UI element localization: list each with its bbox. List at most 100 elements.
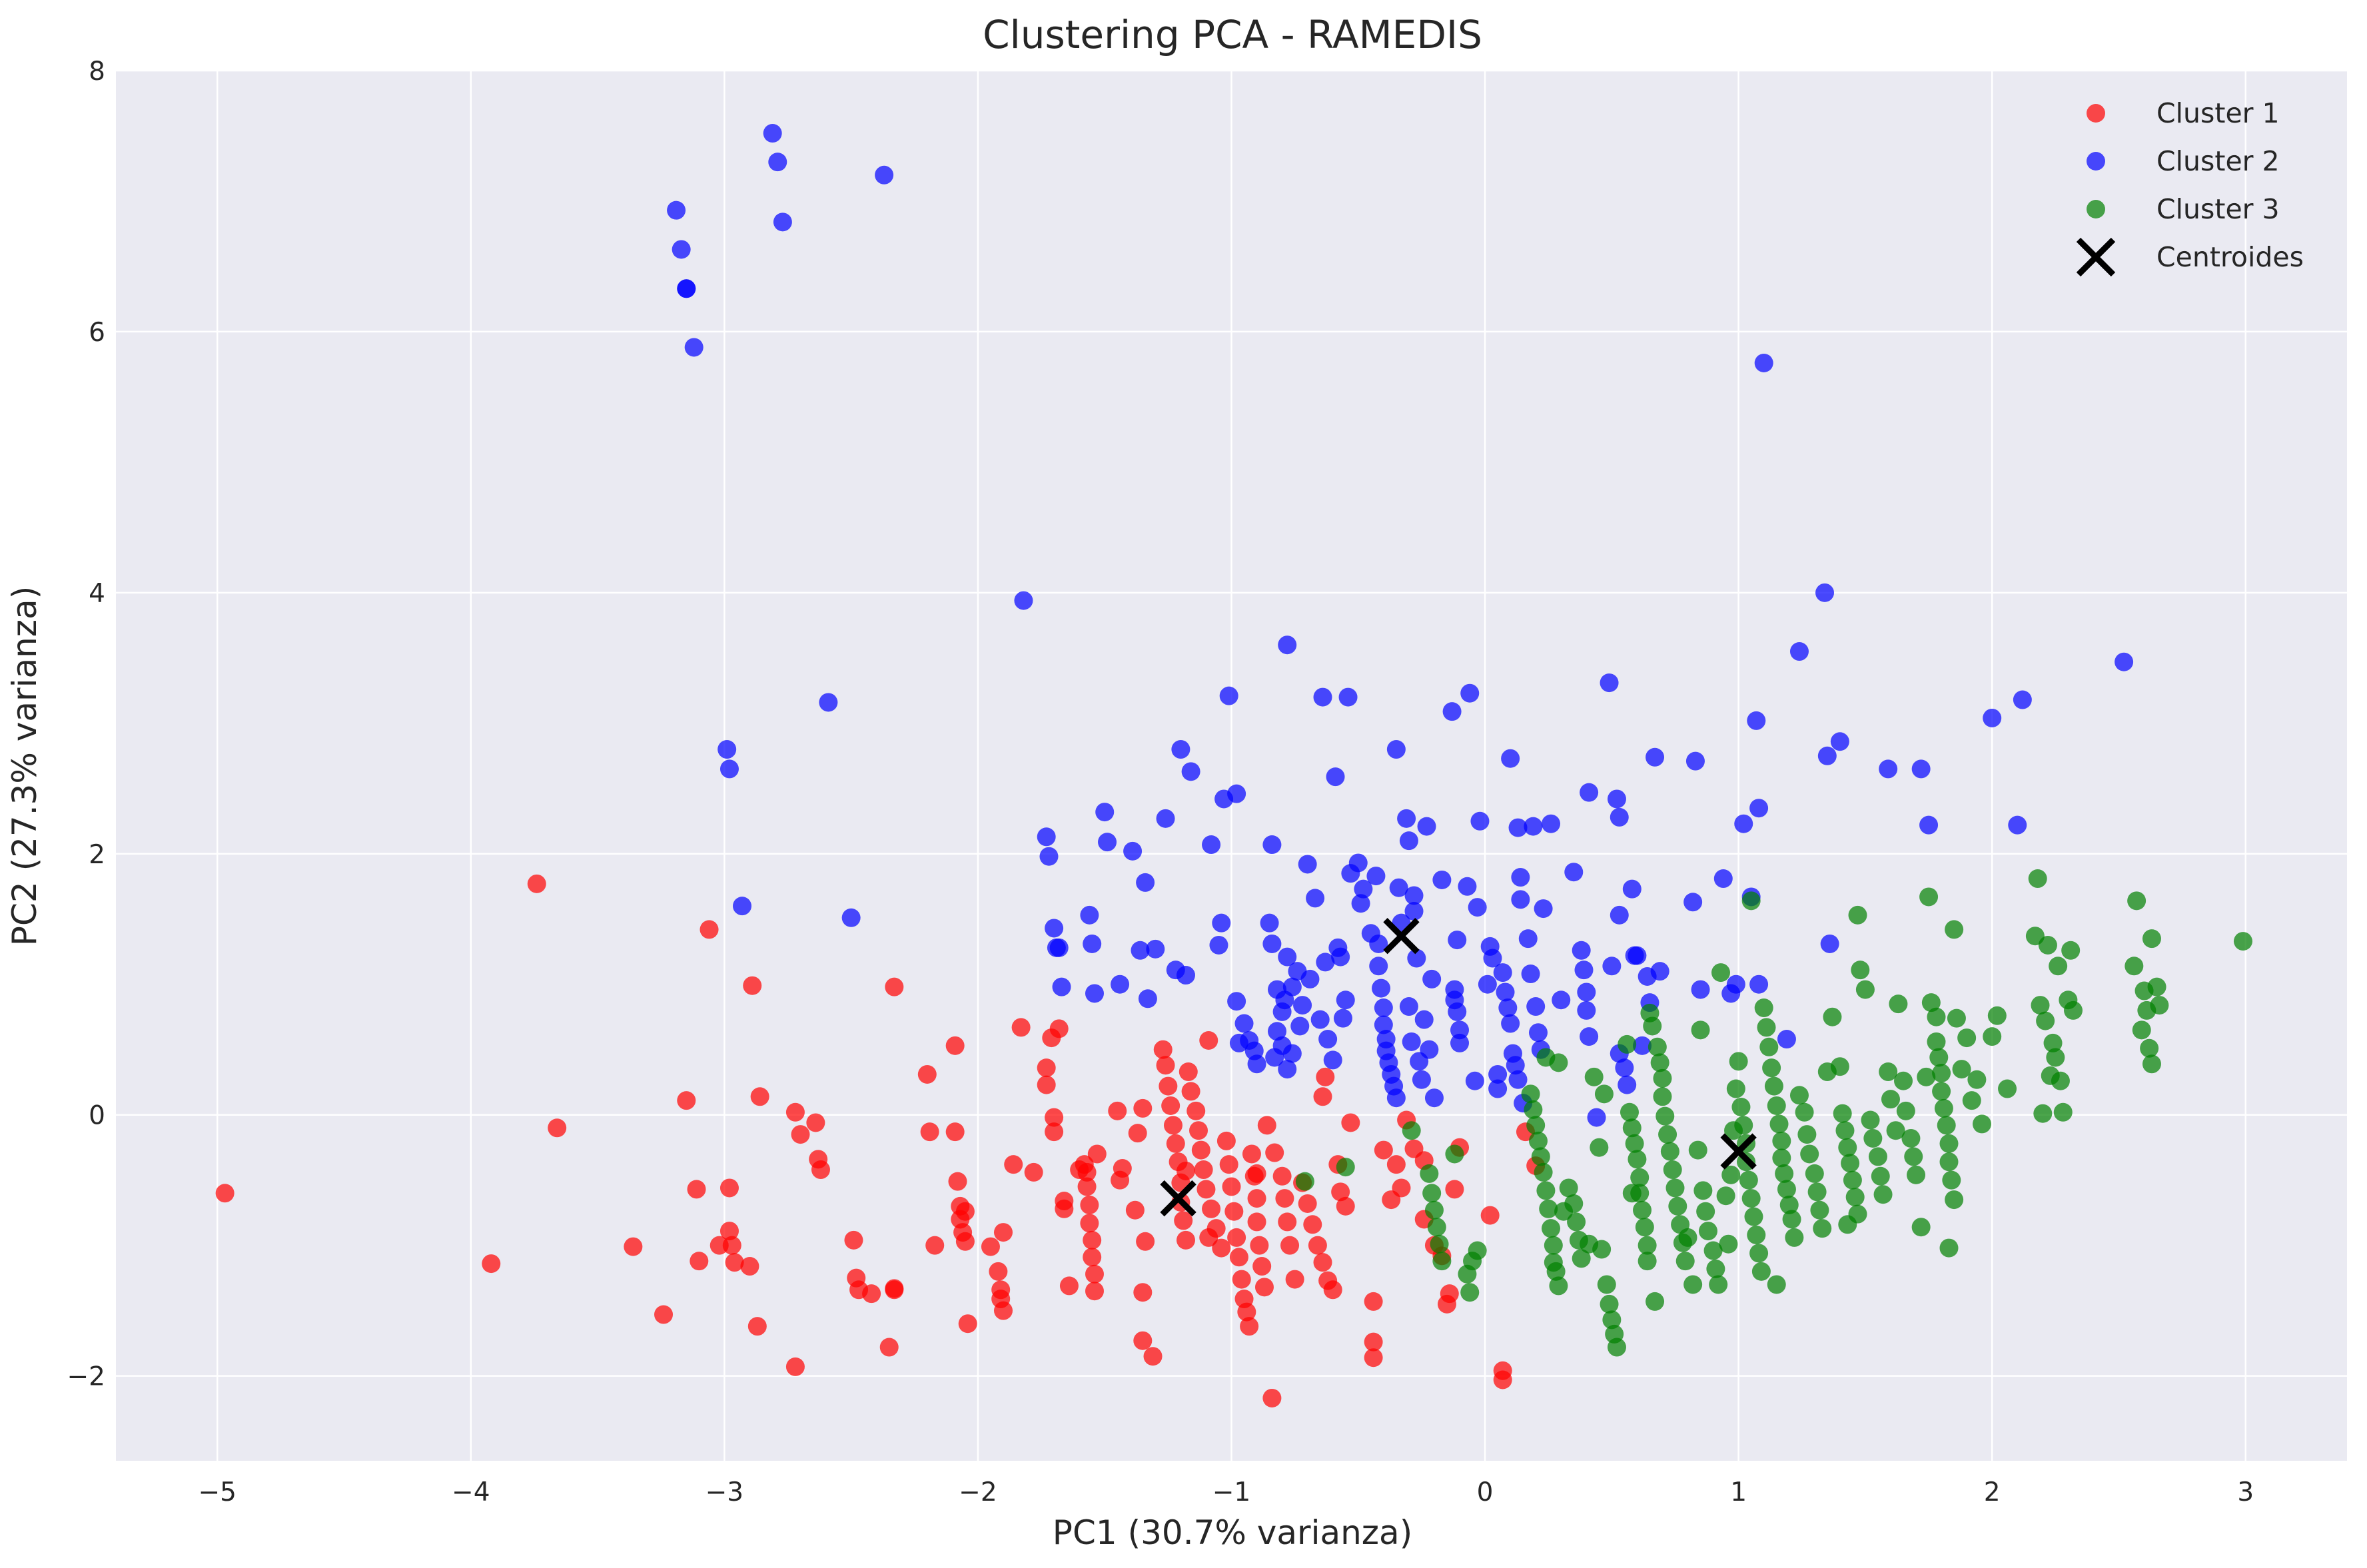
cluster-3-point xyxy=(1972,1114,1991,1134)
cluster-3-point xyxy=(1716,1186,1735,1206)
cluster-3-point xyxy=(1544,1236,1563,1255)
cluster-1-point xyxy=(1247,1212,1266,1232)
cluster-2-point xyxy=(1747,711,1766,730)
cluster-3-point xyxy=(1845,1188,1865,1207)
cluster-2-point xyxy=(672,240,691,259)
cluster-2-point xyxy=(1369,957,1388,976)
cluster-2-point xyxy=(1262,934,1282,953)
cluster-2-point xyxy=(1683,893,1703,912)
cluster-2-point xyxy=(2115,652,2134,671)
cluster-2-point xyxy=(1176,966,1195,985)
cluster-3-point xyxy=(1711,963,1730,982)
cluster-1-point xyxy=(1156,1056,1175,1075)
cluster-1-point xyxy=(1364,1348,1383,1368)
cluster-3-point xyxy=(2125,957,2144,976)
cluster-2-point xyxy=(1052,977,1071,996)
cluster-3-point xyxy=(2038,935,2057,955)
cluster-1-point xyxy=(1237,1302,1256,1322)
cluster-3-point xyxy=(1998,1079,2017,1098)
cluster-2-point xyxy=(1713,869,1733,889)
cluster-2-point xyxy=(1316,953,1335,972)
cluster-2-point xyxy=(1227,784,1246,803)
cluster-3-point xyxy=(1445,1144,1464,1164)
cluster-2-point xyxy=(763,124,782,143)
cluster-3-point xyxy=(1779,1195,1799,1214)
cluster-1-point xyxy=(1196,1180,1216,1199)
cluster-3-point xyxy=(1592,1240,1612,1259)
cluster-3-point xyxy=(2140,1038,2159,1058)
cluster-3-point xyxy=(1775,1164,1794,1183)
cluster-3-point xyxy=(2031,996,2050,1015)
cluster-3-point xyxy=(1886,1121,1905,1140)
cluster-3-point xyxy=(1927,1007,1946,1026)
cluster-1-point xyxy=(1216,1131,1236,1150)
cluster-3-point xyxy=(1764,1076,1783,1096)
cluster-1-point xyxy=(1265,1143,1284,1162)
cluster-3-point xyxy=(1526,1116,1546,1135)
cluster-1-point xyxy=(1445,1180,1464,1199)
cluster-1-point xyxy=(1224,1202,1244,1221)
cluster-3-point xyxy=(1881,1090,1900,1109)
cluster-3-point xyxy=(1536,1181,1556,1200)
cluster-3-point xyxy=(1531,1147,1550,1166)
cluster-3-point xyxy=(1983,1027,2002,1046)
cluster-1-point xyxy=(1176,1230,1195,1250)
cluster-2-point xyxy=(1282,1044,1302,1063)
cluster-3-point xyxy=(1542,1219,1561,1238)
legend-marker-cluster-3 xyxy=(2087,200,2105,218)
cluster-3-point xyxy=(2147,977,2166,996)
series-cluster-3 xyxy=(1295,869,2252,1357)
cluster-2-point xyxy=(1181,762,1200,781)
cluster-3-point xyxy=(1602,1310,1622,1330)
cluster-2-point xyxy=(1310,1010,1330,1029)
cluster-1-point xyxy=(1059,1276,1079,1296)
cluster-2-point xyxy=(1777,1030,1796,1049)
cluster-1-point xyxy=(1011,1018,1031,1037)
cluster-2-point xyxy=(1726,975,1745,994)
cluster-2-point xyxy=(1202,835,1221,855)
x-tick-label: −3 xyxy=(706,1477,744,1507)
cluster-3-point xyxy=(1789,1086,1809,1105)
y-tick-label: 8 xyxy=(89,57,105,87)
cluster-2-point xyxy=(1577,982,1596,1002)
cluster-1-point xyxy=(1191,1140,1210,1160)
cluster-1-point xyxy=(1222,1177,1241,1196)
cluster-1-point xyxy=(1341,1113,1360,1132)
cluster-2-point xyxy=(1450,1020,1470,1040)
cluster-1-point xyxy=(1153,1040,1173,1059)
cluster-3-point xyxy=(1919,887,1939,907)
cluster-2-point xyxy=(1633,1036,1652,1055)
cluster-1-point xyxy=(1077,1177,1097,1196)
cluster-2-point xyxy=(1278,635,1297,655)
cluster-2-point xyxy=(1815,583,1835,602)
cluster-1-point xyxy=(1272,1166,1292,1186)
cluster-3-point xyxy=(1678,1228,1697,1247)
cluster-1-point xyxy=(1125,1200,1145,1220)
centroid-marker-stroke xyxy=(1720,1133,1757,1170)
cluster-3-point xyxy=(2142,1054,2161,1074)
cluster-1-point xyxy=(743,976,762,995)
cluster-2-point xyxy=(1501,749,1520,768)
cluster-3-point xyxy=(1628,1150,1647,1169)
y-tick-label: 4 xyxy=(89,579,105,609)
cluster-1-point xyxy=(1163,1116,1183,1135)
cluster-1-point xyxy=(989,1262,1008,1281)
cluster-2-point xyxy=(1422,969,1442,988)
cluster-2-point xyxy=(1039,847,1059,866)
cluster-2-point xyxy=(1749,975,1769,994)
cluster-2-point xyxy=(1564,863,1584,882)
cluster-3-point xyxy=(1952,1060,1971,1079)
cluster-2-point xyxy=(1607,789,1626,809)
cluster-2-point xyxy=(1331,947,1350,967)
x-tick-label: 3 xyxy=(2237,1477,2254,1507)
x-tick-label: 0 xyxy=(1477,1477,1494,1507)
cluster-1-point xyxy=(700,920,719,939)
cluster-1-point xyxy=(1440,1284,1459,1304)
cluster-3-point xyxy=(1823,1007,1842,1026)
cluster-2-point xyxy=(1610,905,1629,925)
cluster-1-point xyxy=(1275,1189,1294,1208)
cluster-3-point xyxy=(2132,1020,2151,1040)
cluster-3-point xyxy=(1833,1104,1852,1123)
cluster-1-point xyxy=(955,1202,975,1221)
cluster-3-point xyxy=(1584,1067,1604,1086)
